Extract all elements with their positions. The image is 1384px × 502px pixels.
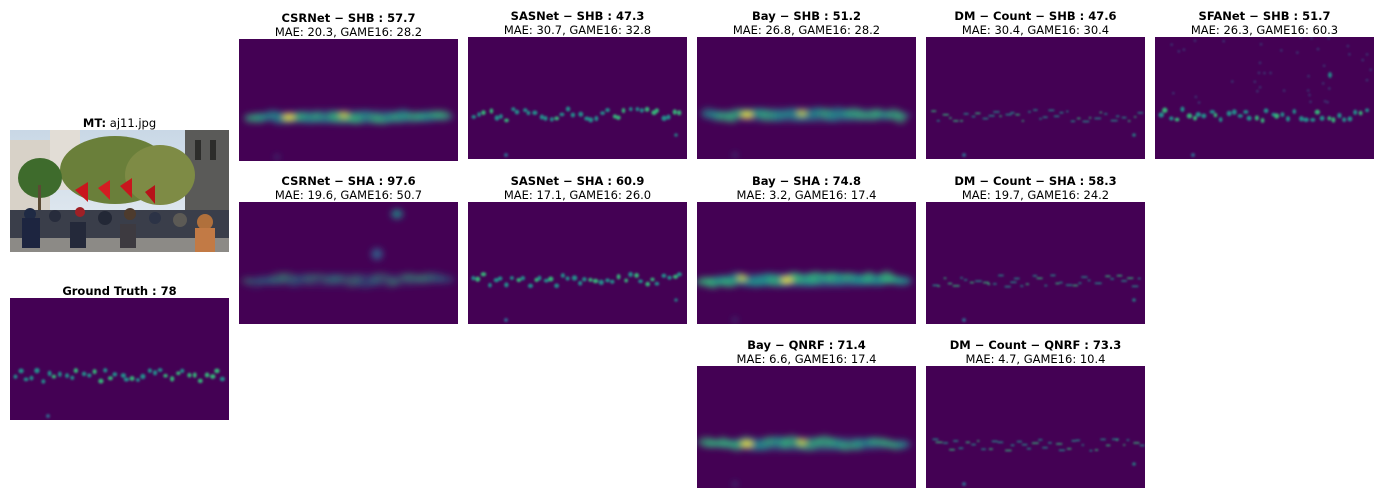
panel-csrnet-shb: CSRNet − SHB : 57.7 MAE: 20.3, GAME16: 2… <box>239 11 458 161</box>
panel-title: SASNet − SHB : 47.3 <box>510 9 645 23</box>
panel-metrics: MAE: 19.6, GAME16: 50.7 <box>274 188 423 202</box>
photo-title: MT: aj11.jpg <box>10 116 229 130</box>
panel-title: CSRNet − SHB : 57.7 <box>281 11 416 25</box>
panel-sasnet-shb: SASNet − SHB : 47.3 MAE: 30.7, GAME16: 3… <box>468 9 687 159</box>
panel-bay-qnrf: Bay − QNRF : 71.4 MAE: 6.6, GAME16: 17.4 <box>697 338 916 488</box>
panel-metrics: MAE: 17.1, GAME16: 26.0 <box>503 188 652 202</box>
ground-truth-title: Ground Truth : 78 <box>62 284 177 298</box>
panel-dmcount-qnrf: DM − Count − QNRF : 73.3 MAE: 4.7, GAME1… <box>926 338 1145 488</box>
density-map-ground-truth <box>10 298 229 420</box>
density-map-bay-qnrf <box>697 366 916 488</box>
density-map-sasnet-shb <box>468 37 687 159</box>
photo-label: MT: <box>82 116 107 130</box>
photo-filename: aj11.jpg <box>109 116 157 130</box>
panel-metrics: MAE: 19.7, GAME16: 24.2 <box>961 188 1110 202</box>
panel-title: CSRNet − SHA : 97.6 <box>281 174 416 188</box>
panel-title: SFANet − SHB : 51.7 <box>1198 9 1331 23</box>
panel-metrics: MAE: 30.4, GAME16: 30.4 <box>961 23 1110 37</box>
density-map-dmcount-shb <box>926 37 1145 159</box>
panel-title: DM − Count − SHB : 47.6 <box>954 9 1117 23</box>
panel-metrics: MAE: 26.8, GAME16: 28.2 <box>732 23 881 37</box>
panel-metrics: MAE: 26.3, GAME16: 60.3 <box>1190 23 1339 37</box>
panel-metrics: MAE: 20.3, GAME16: 28.2 <box>274 25 423 39</box>
panel-metrics: MAE: 30.7, GAME16: 32.8 <box>503 23 652 37</box>
panel-metrics: MAE: 3.2, GAME16: 17.4 <box>736 188 877 202</box>
panel-title: Bay − SHB : 51.2 <box>752 9 861 23</box>
panel-title: SASNet − SHA : 60.9 <box>510 174 645 188</box>
density-map-csrnet-shb <box>239 39 458 161</box>
panel-bay-sha: Bay − SHA : 74.8 MAE: 3.2, GAME16: 17.4 <box>697 174 916 324</box>
panel-title: DM − Count − SHA : 58.3 <box>954 174 1117 188</box>
panel-title: DM − Count − QNRF : 73.3 <box>949 338 1122 352</box>
panel-bay-shb: Bay − SHB : 51.2 MAE: 26.8, GAME16: 28.2 <box>697 9 916 159</box>
panel-csrnet-sha: CSRNet − SHA : 97.6 MAE: 19.6, GAME16: 5… <box>239 174 458 324</box>
panel-dmcount-shb: DM − Count − SHB : 47.6 MAE: 30.4, GAME1… <box>926 9 1145 159</box>
panel-title: Bay − SHA : 74.8 <box>751 174 862 188</box>
density-map-sasnet-sha <box>468 202 687 324</box>
density-map-dmcount-sha <box>926 202 1145 324</box>
density-map-sfanet-shb <box>1155 37 1374 159</box>
panel-dmcount-sha: DM − Count − SHA : 58.3 MAE: 19.7, GAME1… <box>926 174 1145 324</box>
panel-metrics: MAE: 4.7, GAME16: 10.4 <box>965 352 1106 366</box>
density-map-csrnet-sha <box>239 202 458 324</box>
crowd-photo <box>10 130 229 252</box>
density-map-bay-sha <box>697 202 916 324</box>
density-map-dmcount-qnrf <box>926 366 1145 488</box>
ground-truth-panel: Ground Truth : 78 <box>10 284 229 420</box>
panel-metrics: MAE: 6.6, GAME16: 17.4 <box>736 352 877 366</box>
panel-title: Bay − QNRF : 71.4 <box>747 338 866 352</box>
photo-panel: MT: aj11.jpg <box>10 116 229 252</box>
density-map-bay-shb <box>697 37 916 159</box>
panel-sasnet-sha: SASNet − SHA : 60.9 MAE: 17.1, GAME16: 2… <box>468 174 687 324</box>
panel-sfanet-shb: SFANet − SHB : 51.7 MAE: 26.3, GAME16: 6… <box>1155 9 1374 159</box>
